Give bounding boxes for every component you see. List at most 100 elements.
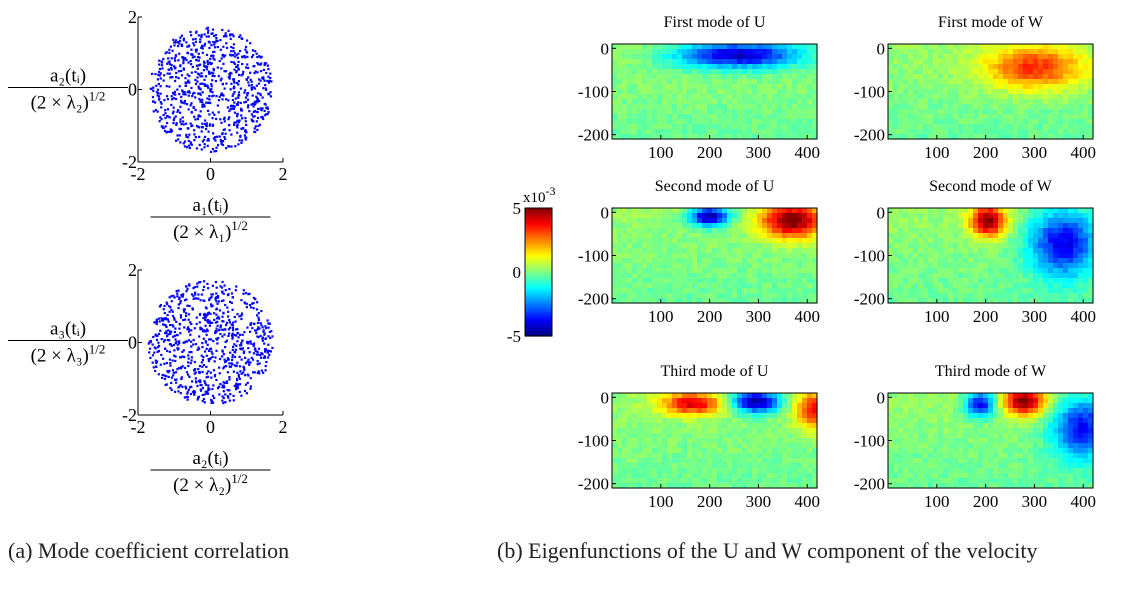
heatmap-cell: [732, 69, 738, 75]
scatter-point: [154, 334, 157, 337]
heatmap-cell: [1083, 253, 1089, 259]
heatmap-cell: [767, 273, 773, 279]
heatmap-cell: [1078, 233, 1084, 239]
scatter-point: [190, 345, 193, 348]
scatter-point: [215, 286, 218, 289]
heatmap-cell: [918, 268, 924, 274]
heatmap-cell: [1043, 59, 1049, 65]
heatmap-cell: [978, 99, 984, 105]
heatmap-cell: [762, 99, 768, 105]
scatter-point: [156, 92, 160, 95]
heatmap-cell: [752, 129, 758, 135]
scatter-point: [191, 380, 194, 383]
heatmap-cell: [1048, 213, 1054, 219]
scatter-point: [179, 118, 182, 121]
heatmap-cell: [697, 134, 703, 140]
heatmap-cell: [787, 288, 793, 294]
scatter-point: [179, 105, 182, 108]
heatmap-cell: [722, 54, 728, 60]
heatmap-cell: [1028, 298, 1034, 304]
scatter-point: [240, 317, 243, 321]
heatmap-cell: [958, 44, 964, 50]
heatmap-cell: [717, 248, 723, 254]
heatmap-cell: [998, 208, 1004, 214]
heatmap-cell: [702, 218, 708, 224]
scatter-point: [225, 365, 228, 368]
heatmap-cell: [682, 208, 688, 214]
heatmap-cell: [642, 283, 648, 289]
heatmap-cell: [717, 104, 723, 110]
heatmap-cell: [672, 283, 678, 289]
scatter-point: [175, 289, 178, 293]
heatmap-cell: [1068, 218, 1074, 224]
heatmap-cell: [958, 79, 964, 85]
heatmap-cell: [1013, 84, 1019, 90]
heatmap-cell: [973, 298, 979, 304]
heatmap-cell: [1058, 293, 1064, 299]
scatter-point: [172, 371, 175, 374]
heatmap-cell: [1053, 273, 1059, 279]
heatmap-cell: [697, 49, 703, 55]
heatmap-cell: [903, 253, 909, 259]
heatmap-cell: [652, 293, 658, 299]
heatmap-cell: [933, 104, 939, 110]
scatter-point: [194, 293, 197, 296]
heatmap-cell: [687, 253, 693, 259]
heatmap-cell: [692, 94, 698, 100]
heatmap-cell: [777, 114, 783, 120]
heatmap-cell: [963, 248, 969, 254]
scatter-point: [158, 97, 161, 100]
heatmap-cell: [1033, 218, 1039, 224]
heatmap-cell: [692, 213, 698, 219]
scatter-point: [152, 335, 155, 339]
heatmap-cell: [948, 218, 954, 224]
scatter-point: [207, 130, 210, 133]
heatmap-cell: [913, 238, 919, 244]
heatmap-cell: [642, 104, 648, 110]
heatmap-cell: [667, 134, 673, 140]
heatmap-cell: [993, 233, 999, 239]
heatmap-cell: [747, 228, 753, 234]
heatmap-cell: [1048, 273, 1054, 279]
scatter-point: [260, 324, 263, 327]
heatmap-cell: [712, 208, 718, 214]
scatter-point: [183, 310, 186, 313]
heatmap-cell: [1088, 243, 1094, 249]
heatmap-cell: [787, 44, 793, 50]
heatmap-cell: [767, 54, 773, 60]
heatmap-cell: [627, 238, 633, 244]
heatmap-cell: [1038, 208, 1044, 214]
scatter-point: [231, 326, 235, 330]
heatmap-cell: [953, 218, 959, 224]
heatmap-cell: [908, 298, 914, 304]
heatmap-cell: [682, 134, 688, 140]
heatmap-cell: [662, 84, 668, 90]
heatmap-cell: [677, 84, 683, 90]
scatter-point: [164, 109, 167, 112]
heatmap-cell: [1043, 293, 1049, 299]
heatmap-cell: [1088, 44, 1094, 50]
heatmap-cell: [923, 129, 929, 135]
heatmap-cell: [737, 268, 743, 274]
heatmap-cell: [953, 84, 959, 90]
scatter-point: [201, 51, 204, 54]
heatmap-cell: [612, 84, 618, 90]
heatmap-cell: [1013, 94, 1019, 100]
heatmap-cell: [752, 218, 758, 224]
scatter-point: [256, 71, 259, 74]
heatmap-cell: [782, 119, 788, 125]
heatmap-cell: [617, 84, 623, 90]
heatmap-cell: [762, 273, 768, 279]
heatmap-cell: [812, 69, 818, 75]
heatmap-cell: [1023, 208, 1029, 214]
scatter-point: [233, 101, 236, 104]
heatmap-cell: [627, 218, 633, 224]
heatmap-cell: [948, 89, 954, 95]
heatmap-cell: [812, 398, 818, 404]
scatter-point: [190, 293, 194, 296]
heatmap-cell: [752, 278, 758, 284]
heatmap-cell: [888, 218, 894, 224]
heatmap-cell: [777, 64, 783, 70]
heatmap-cell: [968, 278, 974, 284]
heatmap-cell: [732, 104, 738, 110]
